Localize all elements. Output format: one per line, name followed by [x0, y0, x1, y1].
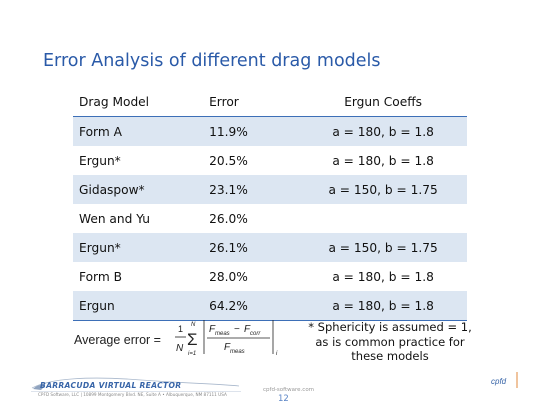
- note-line-2: as is common practice for: [315, 334, 465, 349]
- formula-f-den: F: [224, 342, 231, 353]
- table-row: Wen and Yu 26.0%: [73, 204, 467, 233]
- cell-coeffs: a = 180, b = 1.8: [299, 262, 467, 291]
- sphericity-note: * Sphericity is assumed = 1, as is commo…: [305, 320, 475, 364]
- cell-error: 20.5%: [201, 146, 300, 175]
- cell-coeffs: a = 180, b = 1.8: [299, 116, 467, 146]
- page-number: 12: [278, 394, 289, 404]
- table-header-row: Drag Model Error Ergun Coeffs: [73, 88, 467, 117]
- cell-error: 11.9%: [201, 116, 300, 146]
- formula-f-meas-sub: meas: [215, 331, 230, 337]
- cell-error: 23.1%: [201, 175, 300, 204]
- brand-name: BARRACUDA VIRTUAL REACTOR: [40, 381, 182, 390]
- table-row: Ergun* 26.1% a = 150, b = 1.75: [73, 233, 467, 262]
- table-row: Ergun 64.2% a = 180, b = 1.8: [73, 291, 467, 321]
- formula-f-corr: F: [244, 324, 251, 335]
- formula-lhs: Average error =: [74, 333, 161, 347]
- note-line-3: these models: [351, 349, 429, 364]
- header-error: Error: [209, 95, 239, 109]
- formula-index: i: [276, 351, 278, 357]
- cell-model: Ergun*: [73, 233, 202, 262]
- cell-error: 28.0%: [201, 262, 300, 291]
- table-row: Form B 28.0% a = 180, b = 1.8: [73, 262, 467, 291]
- formula-n: N: [176, 343, 184, 354]
- cell-coeffs: [299, 204, 467, 233]
- cell-model: Ergun*: [73, 146, 202, 175]
- formula-minus: −: [234, 324, 240, 335]
- cell-model: Gidaspow*: [73, 175, 202, 204]
- average-error-formula: Average error = 1 N N Σ i=1 F meas − F c…: [74, 320, 278, 357]
- slide-title: Error Analysis of different drag models: [43, 51, 381, 71]
- cell-error: 64.2%: [201, 291, 300, 321]
- header-drag-model: Drag Model: [79, 95, 150, 109]
- cell-coeffs: a = 180, b = 1.8: [299, 146, 467, 175]
- formula-f-den-sub: meas: [230, 349, 245, 355]
- website: cpfd-software.com: [263, 387, 315, 393]
- drag-model-table: Drag Model Error Ergun Coeffs Form A 11.…: [73, 88, 467, 321]
- cell-error: 26.0%: [201, 204, 300, 233]
- formula-sigma: Σ: [187, 330, 198, 349]
- cell-model: Ergun: [73, 291, 202, 321]
- formula-sum-lower: i=1: [188, 351, 196, 357]
- cpfd-logo-text: cpfd: [491, 377, 507, 386]
- cell-model: Form A: [73, 116, 202, 146]
- barracuda-logo-icon: [31, 377, 241, 392]
- note-line-1: * Sphericity is assumed = 1,: [308, 320, 472, 334]
- table-row: Gidaspow* 23.1% a = 150, b = 1.75: [73, 175, 467, 204]
- cell-coeffs: a = 150, b = 1.75: [299, 175, 467, 204]
- cpfd-logo-icon: cpfd: [491, 372, 518, 388]
- cell-coeffs: a = 150, b = 1.75: [299, 233, 467, 262]
- table-row: Ergun* 20.5% a = 180, b = 1.8: [73, 146, 467, 175]
- cell-error: 26.1%: [201, 233, 300, 262]
- cell-coeffs: a = 180, b = 1.8: [299, 291, 467, 321]
- company-address: CPFD Software, LLC | 10899 Montgomery Bl…: [38, 392, 227, 397]
- cell-model: Wen and Yu: [73, 204, 202, 233]
- formula-sum-upper: N: [191, 322, 196, 328]
- cell-model: Form B: [73, 262, 202, 291]
- formula-one: 1: [178, 324, 183, 334]
- formula-f-meas: F: [209, 324, 216, 335]
- formula-f-corr-sub: corr: [250, 331, 261, 337]
- header-ergun-coeffs: Ergun Coeffs: [344, 95, 422, 109]
- table-row: Form A 11.9% a = 180, b = 1.8: [73, 116, 467, 146]
